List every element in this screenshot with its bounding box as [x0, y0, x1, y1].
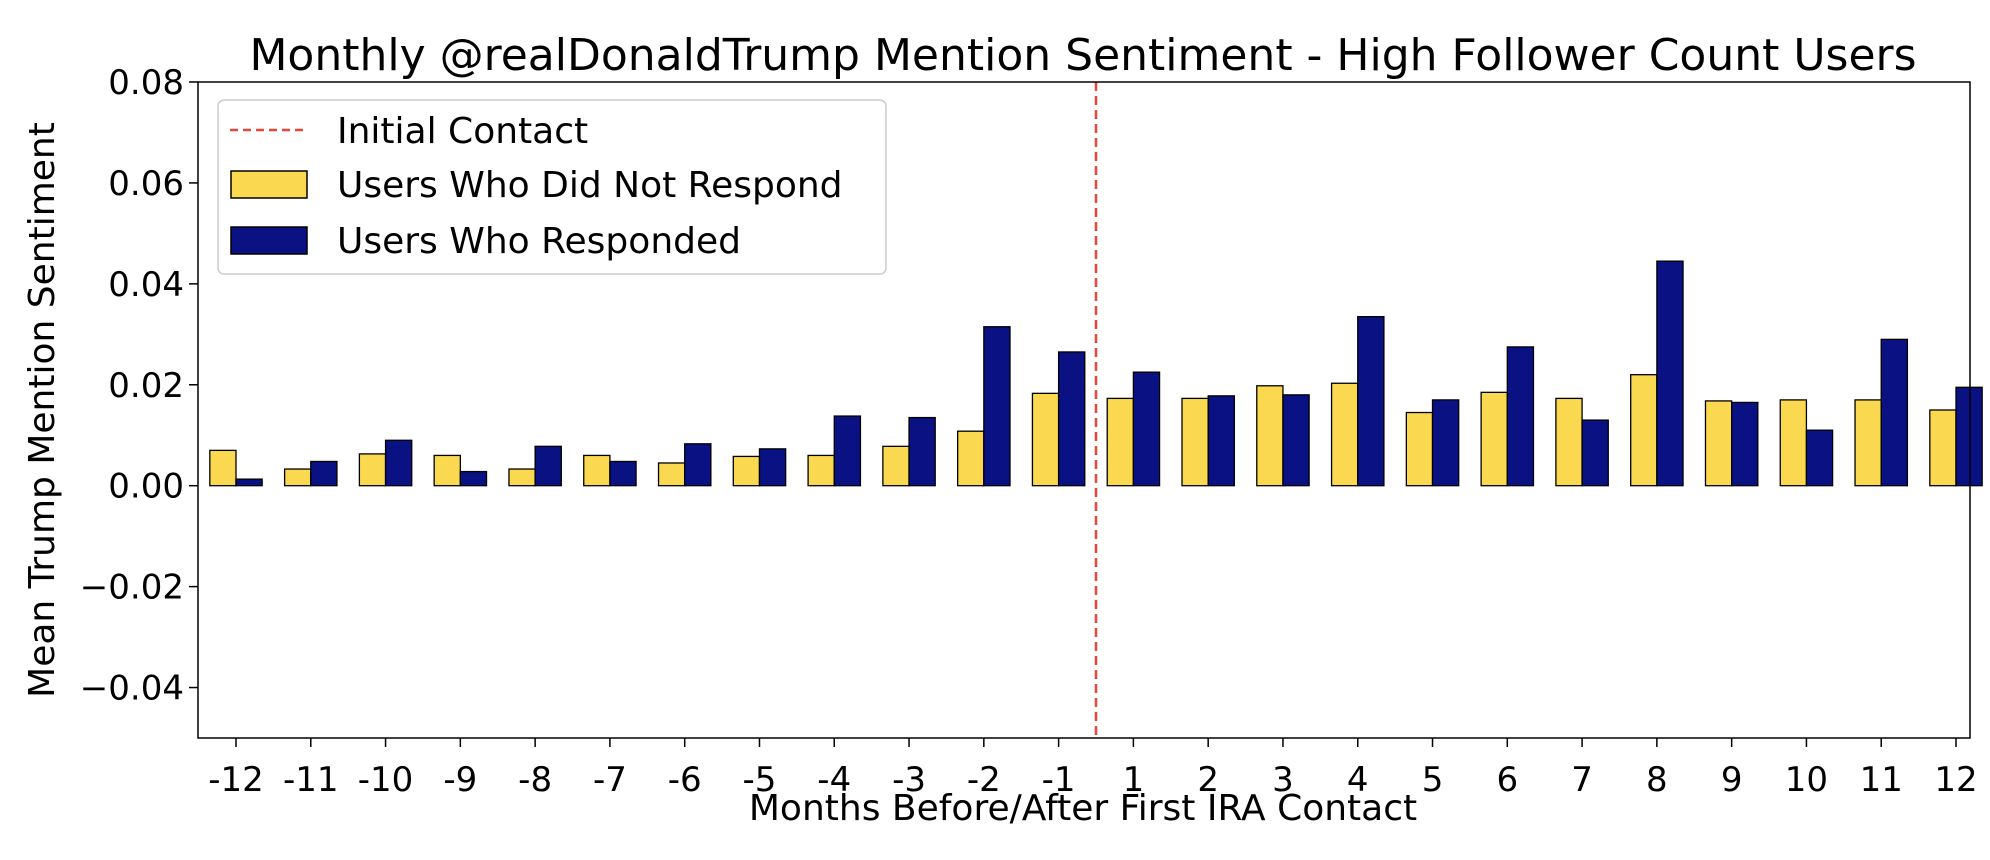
- x-tick-label: 8: [1646, 760, 1668, 800]
- bar-did-not-respond-1: [1106, 397, 1135, 487]
- chart-title: Monthly @realDonaldTrump Mention Sentime…: [249, 30, 1916, 81]
- bar-did-not-respond--1: [1031, 392, 1060, 487]
- bar-responded--11: [310, 460, 338, 487]
- y-tick-label: −0.04: [80, 669, 184, 709]
- y-axis-label: Mean Trump Mention Sentiment: [22, 122, 63, 698]
- bar-responded--5: [758, 448, 787, 487]
- bar-responded--1: [1057, 351, 1086, 487]
- bar-responded--10: [384, 439, 413, 487]
- legend-did-not-respond-swatch: [230, 170, 308, 199]
- bar-responded-10: [1805, 429, 1834, 487]
- x-tick-label: 5: [1422, 760, 1444, 800]
- y-tick-label: 0.00: [108, 467, 184, 507]
- bar-responded--2: [983, 326, 1011, 487]
- bar-did-not-respond--4: [807, 454, 835, 487]
- bar-did-not-respond-12: [1929, 409, 1957, 487]
- y-tick-label: 0.02: [108, 366, 184, 406]
- bar-responded-4: [1357, 315, 1385, 487]
- x-tick-label: -11: [283, 760, 339, 800]
- bar-responded-8: [1656, 260, 1684, 487]
- bar-responded-3: [1282, 394, 1310, 487]
- x-tick-label: -9: [443, 760, 477, 800]
- y-tick-label: 0.08: [108, 63, 184, 103]
- x-tick-label: 11: [1860, 760, 1903, 800]
- bar-responded-12: [1955, 386, 1983, 487]
- y-tick-label: 0.06: [108, 164, 184, 204]
- bar-responded--8: [534, 445, 562, 487]
- x-tick-label: 6: [1496, 760, 1518, 800]
- bar-did-not-respond-8: [1630, 374, 1658, 487]
- bar-did-not-respond-6: [1480, 391, 1508, 487]
- bar-did-not-respond--9: [433, 454, 461, 487]
- bar-did-not-respond--8: [508, 468, 536, 487]
- bar-did-not-respond-11: [1854, 399, 1882, 487]
- bar-responded--9: [459, 470, 488, 487]
- bar-did-not-respond-5: [1405, 411, 1434, 487]
- bars-group: [209, 260, 1983, 487]
- bar-responded-11: [1880, 338, 1909, 487]
- x-tick-label: 10: [1785, 760, 1828, 800]
- legend-box: [217, 99, 887, 275]
- bar-did-not-respond--2: [957, 430, 985, 487]
- x-axis-label: Months Before/After First IRA Contact: [749, 788, 1417, 829]
- bar-responded-9: [1731, 401, 1759, 487]
- x-tick-label: -7: [593, 760, 627, 800]
- legend-responded-swatch: [230, 226, 308, 255]
- bar-responded--12: [235, 478, 263, 487]
- bar-responded--4: [833, 415, 862, 487]
- legend-did-not-respond-label: Users Who Did Not Respond: [337, 165, 843, 206]
- bar-did-not-respond--10: [358, 453, 387, 487]
- bar-did-not-respond--6: [657, 462, 686, 487]
- x-tick-label: 3: [1272, 760, 1294, 800]
- bar-responded--3: [908, 416, 936, 487]
- bar-did-not-respond--11: [283, 468, 312, 487]
- x-tick-label: -10: [358, 760, 414, 800]
- x-tick-label: -12: [208, 760, 264, 800]
- x-tick-label: 7: [1571, 760, 1593, 800]
- legend: Initial Contact Users Who Did Not Respon…: [217, 99, 887, 275]
- x-tick-label: -5: [743, 760, 777, 800]
- x-tick-label: -3: [892, 760, 926, 800]
- bar-responded-2: [1207, 395, 1235, 487]
- x-tick-label: 12: [1934, 760, 1977, 800]
- bar-did-not-respond-3: [1256, 385, 1284, 487]
- x-tick-label: 1: [1123, 760, 1145, 800]
- x-tick-label: 2: [1197, 760, 1219, 800]
- bar-did-not-respond--5: [732, 455, 761, 487]
- x-tick-label: 4: [1347, 760, 1369, 800]
- bar-did-not-respond--12: [209, 449, 237, 487]
- plot-frame: [197, 81, 1971, 739]
- y-tick-label: −0.02: [80, 568, 184, 608]
- legend-responded-label: Users Who Responded: [337, 221, 741, 262]
- bar-responded-7: [1581, 419, 1609, 487]
- bar-responded-1: [1132, 371, 1161, 487]
- x-axis: -12 -11 -10 -9 -8 -7 -6 -5 -4 -3 -2 -1 1 2 3 4 5 6 7 8 9 10 11…: [208, 738, 1978, 800]
- bar-did-not-respond-2: [1181, 397, 1209, 487]
- bar-did-not-respond-4: [1330, 382, 1359, 487]
- bar-did-not-respond--7: [583, 454, 611, 487]
- x-tick-label: -8: [518, 760, 552, 800]
- x-tick-label: -6: [668, 760, 702, 800]
- bar-responded-6: [1506, 346, 1535, 487]
- bar-did-not-respond-10: [1779, 399, 1808, 487]
- bar-did-not-respond--3: [882, 445, 910, 487]
- x-tick-label: -4: [817, 760, 851, 800]
- bar-did-not-respond-9: [1704, 400, 1733, 487]
- bar-responded--6: [684, 443, 712, 487]
- bar-responded--7: [609, 460, 637, 487]
- bar-responded-5: [1431, 399, 1460, 487]
- legend-initial-contact-label: Initial Contact: [337, 111, 588, 152]
- x-tick-label: -2: [967, 760, 1001, 800]
- x-tick-label: 9: [1721, 760, 1743, 800]
- y-axis: −0.04 −0.02 0.00 0.02 0.04 0.06 0.08: [80, 63, 198, 709]
- bar-did-not-respond-7: [1555, 397, 1583, 487]
- x-tick-label: -1: [1042, 760, 1076, 800]
- y-tick-label: 0.04: [108, 265, 184, 305]
